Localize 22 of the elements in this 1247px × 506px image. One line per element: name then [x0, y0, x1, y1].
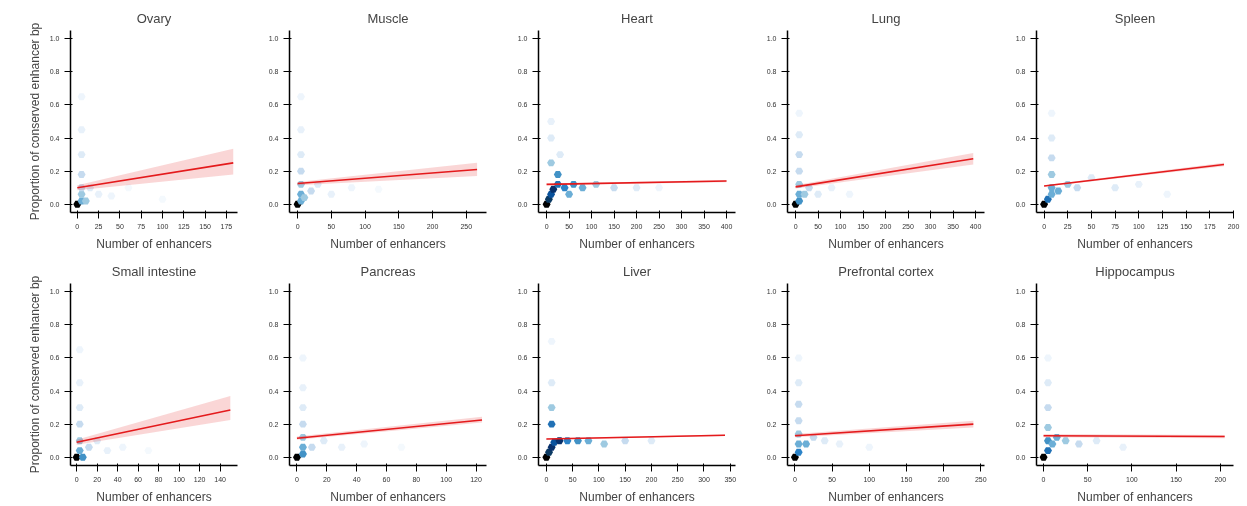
x-axis-title: Number of enhancers [96, 236, 212, 251]
x-axis-title: Number of enhancers [330, 489, 446, 504]
chart-title: Ovary [136, 10, 172, 26]
y-axis-title: Proportion of conserved enhancer bp [27, 275, 42, 474]
x-axis-title: Number of enhancers [828, 489, 944, 504]
x-axis-title: Number of enhancers [579, 489, 695, 504]
chart-title: Muscle [367, 10, 409, 26]
x-axis-title: Number of enhancers [330, 236, 446, 251]
chart-title: Small intestine [111, 263, 197, 279]
x-axis-title: Number of enhancers [579, 236, 695, 251]
x-axis-title: Number of enhancers [96, 489, 212, 504]
x-axis-title: Number of enhancers [1077, 489, 1193, 504]
x-axis-title: Number of enhancers [828, 236, 944, 251]
chart-title: Prefrontal cortex [838, 263, 935, 279]
chart-title: Heart [621, 10, 654, 26]
chart-title: Lung [871, 10, 901, 26]
y-axis-title: Proportion of conserved enhancer bp [27, 22, 42, 221]
chart-title: Hippocampus [1095, 263, 1176, 279]
chart-title: Liver [622, 263, 652, 279]
chart-title: Spleen [1114, 10, 1156, 26]
x-axis-title: Number of enhancers [1077, 236, 1193, 251]
chart-title: Pancreas [360, 263, 416, 279]
